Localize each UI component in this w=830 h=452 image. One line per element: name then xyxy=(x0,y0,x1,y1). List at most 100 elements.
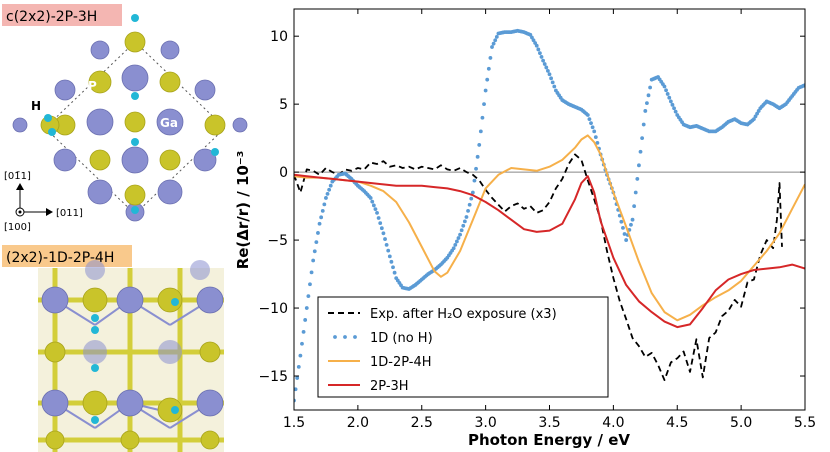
ga-atoms-side xyxy=(41,260,224,417)
data-point xyxy=(534,43,539,48)
legend-label: 2P-3H xyxy=(370,379,409,394)
data-point xyxy=(294,387,298,392)
data-point xyxy=(376,216,381,220)
data-point xyxy=(383,237,387,241)
data-point xyxy=(462,219,467,224)
x-tick-label: 3.0 xyxy=(474,415,496,431)
h-atom xyxy=(171,406,179,414)
legend-label: 1D-2P-4H xyxy=(370,355,432,370)
data-point xyxy=(673,109,678,114)
y-tick-label: 10 xyxy=(270,29,288,45)
data-point xyxy=(491,41,496,46)
direction-up-label: [01̄1] xyxy=(4,171,31,182)
data-point xyxy=(311,258,316,263)
ga-atom xyxy=(156,108,184,136)
data-point xyxy=(493,38,498,43)
h-atom xyxy=(48,128,56,136)
ga-atom xyxy=(193,148,217,172)
arrow-right-icon xyxy=(46,208,53,216)
data-point xyxy=(621,225,625,230)
p-atoms xyxy=(40,31,226,206)
data-point xyxy=(478,129,483,134)
p-atom xyxy=(204,114,226,136)
data-point xyxy=(641,122,646,127)
h-atom xyxy=(131,14,139,22)
data-point xyxy=(622,232,627,236)
data-point xyxy=(301,329,306,334)
x-tick-label: 4.5 xyxy=(666,415,688,431)
ga-atom xyxy=(160,40,180,60)
data-point xyxy=(494,34,499,39)
data-point xyxy=(389,259,394,264)
legend-marker xyxy=(333,335,337,339)
p-atom xyxy=(82,390,108,416)
p-atoms-side xyxy=(44,287,221,450)
data-point xyxy=(485,77,490,82)
data-point xyxy=(536,47,541,52)
ga-atom xyxy=(196,286,224,314)
data-point xyxy=(550,80,555,85)
data-point xyxy=(387,254,392,259)
ga-atom xyxy=(196,389,224,417)
ga-atom xyxy=(41,286,69,314)
top-title-background xyxy=(2,4,122,26)
data-point xyxy=(317,221,322,226)
p-atom xyxy=(45,430,65,450)
data-point xyxy=(303,318,308,322)
data-point xyxy=(670,102,675,107)
legend-label: Exp. after H₂O exposure (x3) xyxy=(370,307,557,322)
ga-atom xyxy=(194,79,216,101)
data-point xyxy=(314,240,319,245)
ga-atom xyxy=(86,108,114,136)
h-atom xyxy=(91,326,99,334)
ga-atom xyxy=(12,117,28,133)
data-point xyxy=(384,242,389,247)
series-layer xyxy=(294,28,805,403)
data-point xyxy=(375,210,379,215)
ga-atom xyxy=(41,389,69,417)
ga-atom xyxy=(121,64,149,92)
data-point xyxy=(378,221,383,225)
data-point xyxy=(590,125,595,130)
arrow-up-icon xyxy=(16,183,24,190)
h-atom xyxy=(91,314,99,322)
h-atom xyxy=(91,416,99,424)
data-point xyxy=(392,270,397,275)
data-point xyxy=(546,68,550,73)
y-tick-label: −15 xyxy=(258,369,288,385)
data-point xyxy=(629,222,633,227)
ga-atom xyxy=(232,117,248,133)
data-point xyxy=(667,95,672,100)
data-point xyxy=(665,92,670,96)
data-point xyxy=(646,93,651,98)
data-point xyxy=(549,76,553,81)
ga-atom xyxy=(90,40,110,60)
ga-atom xyxy=(85,260,105,280)
data-point xyxy=(635,177,640,181)
h-atom-label: H xyxy=(31,99,41,113)
ga-atom xyxy=(121,146,149,174)
data-point xyxy=(386,248,391,253)
data-point xyxy=(295,376,300,380)
data-point xyxy=(664,88,668,93)
data-point xyxy=(547,72,552,77)
data-point xyxy=(472,178,477,183)
data-point xyxy=(298,353,303,358)
legend-items: Exp. after H₂O exposure (x3) 1D (no H) 1D-… xyxy=(328,307,557,394)
ga-atom xyxy=(54,79,76,101)
p-atom xyxy=(199,341,221,363)
ga-atom xyxy=(53,148,77,172)
data-point xyxy=(552,84,557,89)
x-tick-label: 2.5 xyxy=(411,415,433,431)
p-atom xyxy=(124,111,146,133)
data-point xyxy=(467,202,472,207)
data-point xyxy=(308,282,312,287)
data-point xyxy=(469,196,474,201)
data-point xyxy=(648,85,653,90)
data-point xyxy=(668,99,673,104)
data-point xyxy=(325,191,330,196)
data-point xyxy=(454,239,459,244)
data-point xyxy=(592,129,597,134)
h-atom xyxy=(171,298,179,306)
ga-atom xyxy=(83,340,107,364)
